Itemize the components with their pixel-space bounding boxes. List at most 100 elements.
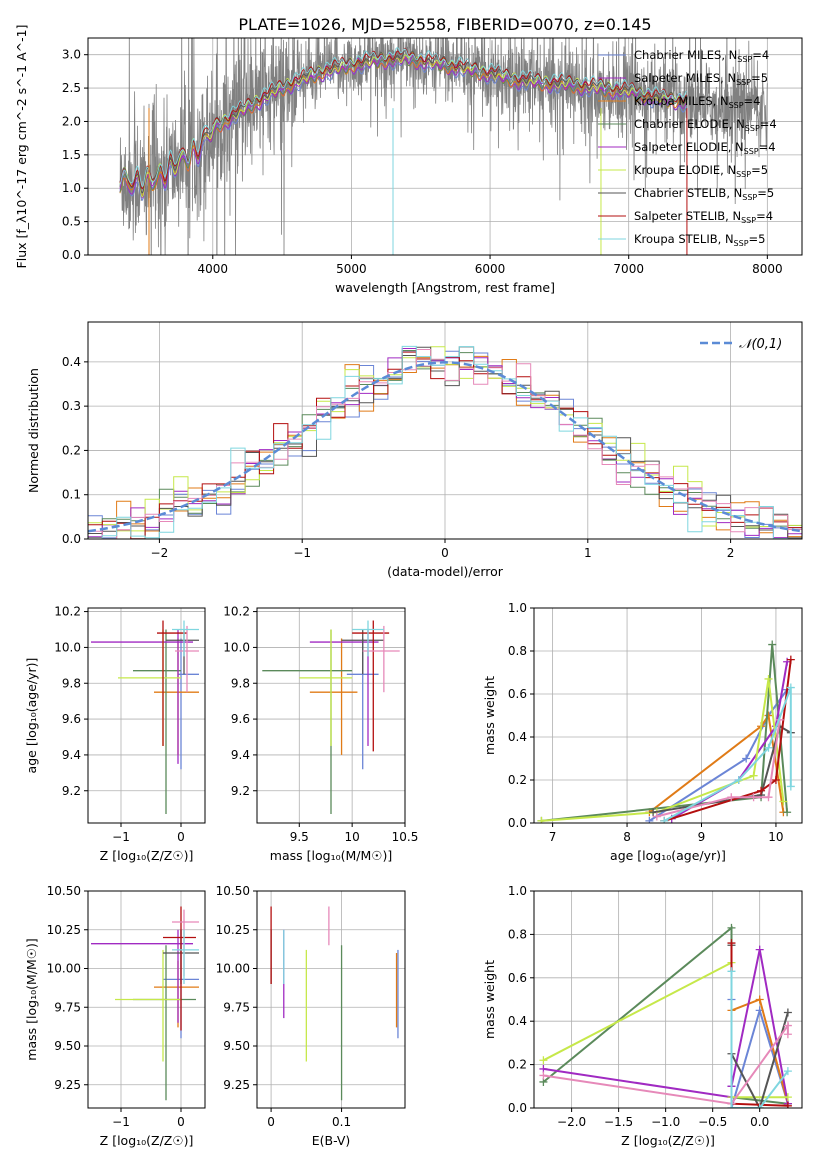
series-marker xyxy=(742,754,751,763)
series-marker xyxy=(764,711,773,720)
series-marker xyxy=(783,1101,792,1108)
plot-area xyxy=(91,620,199,815)
y-tick-label: 10.00 xyxy=(216,962,250,976)
y-tick-label: 0.3 xyxy=(62,399,81,413)
grid xyxy=(257,890,405,1108)
x-tick-label: −1.5 xyxy=(604,1115,633,1129)
series-marker xyxy=(771,776,780,784)
histogram-8 xyxy=(88,349,802,539)
y-tick-label: 9.2 xyxy=(231,784,250,798)
y-tick-label: 10.2 xyxy=(54,605,81,619)
y-tick-label: 9.25 xyxy=(54,1078,81,1092)
series-marker xyxy=(755,995,764,1004)
series-line-2 xyxy=(648,712,785,814)
errorbar-5 xyxy=(115,949,181,1062)
y-tick-label: 0.0 xyxy=(62,532,81,546)
y-tick-label: 9.4 xyxy=(62,748,81,762)
errorbar-1 xyxy=(178,638,199,770)
series-marker xyxy=(539,1056,548,1065)
series-marker xyxy=(652,812,661,821)
y-tick-label: 9.50 xyxy=(223,1039,250,1053)
y-tick-label: 1.0 xyxy=(62,181,81,195)
y-tick-label: 10.0 xyxy=(54,640,81,654)
x-tick-label: 1 xyxy=(584,546,592,560)
x-tick-label: 8 xyxy=(623,830,631,844)
series-marker xyxy=(768,640,777,649)
y-tick-label: 0.1 xyxy=(62,488,81,502)
y-tick-label: 9.25 xyxy=(223,1078,250,1092)
legend-label: Salpeter STELIB, NSSP=4 xyxy=(634,209,773,225)
y-tick-label: 9.50 xyxy=(54,1039,81,1053)
y-tick-label: 0.6 xyxy=(508,687,527,701)
errorbar-8 xyxy=(175,625,199,693)
x-tick-label: −2 xyxy=(151,546,169,560)
errorbar-9 xyxy=(352,620,384,657)
series-marker xyxy=(727,793,736,802)
x-tick-label: 0.0 xyxy=(750,1115,769,1129)
x-tick-label: −0.5 xyxy=(698,1115,727,1129)
y-tick-label: 3.0 xyxy=(62,48,81,62)
y-tick-label: 1.5 xyxy=(62,148,81,162)
series-line-8 xyxy=(543,1022,789,1105)
y-axis-label: Flux [f_λ10^-17 erg cm^-2 s^-1 A^-1] xyxy=(14,25,29,269)
plot-spectrum: 4000 5000 6000 7000 8000 0.0 0.5 1.0 1.5 2.0 2.5 3.… xyxy=(14,25,803,295)
series-marker xyxy=(757,786,766,795)
plot-residuals: −2 −1 0 1 2 0.0 0.1 0.2 0.3 0.4 (data-model)/error… xyxy=(26,321,803,579)
spectrum-data-line xyxy=(119,38,768,255)
ticks xyxy=(253,890,343,1112)
x-tick-label: 10 xyxy=(345,830,360,844)
y-tick-label: 9.6 xyxy=(231,712,250,726)
plot-area xyxy=(88,345,802,539)
errorbar-6 xyxy=(341,629,384,675)
legend-label: Salpeter MILES, NSSP=5 xyxy=(634,71,768,87)
y-axis-label: Normed distribution xyxy=(26,368,41,493)
series-marker xyxy=(645,816,654,823)
x-tick-label: 6000 xyxy=(475,262,506,276)
x-axis-label: mass [log₁₀(M/M☉)] xyxy=(270,848,392,863)
model-line-6 xyxy=(119,51,687,198)
x-tick-label: 9 xyxy=(698,830,706,844)
ticks xyxy=(530,890,761,1112)
plot-area xyxy=(270,906,399,1101)
y-tick-label: 0.4 xyxy=(508,730,527,744)
axes-frame xyxy=(256,607,406,824)
y-axis-label: mass weight xyxy=(482,676,497,755)
errorbar-9 xyxy=(172,929,199,984)
y-axis-label: mass weight xyxy=(482,960,497,1039)
series-marker xyxy=(764,674,773,683)
y-axis-label: age [log₁₀(age/yr)] xyxy=(24,658,39,774)
errorbar-2 xyxy=(154,960,199,1028)
y-tick-label: 2.5 xyxy=(62,81,81,95)
series-marker xyxy=(786,782,795,791)
model-line-9 xyxy=(119,47,687,188)
series-marker xyxy=(539,1071,548,1080)
errorbar-9 xyxy=(172,620,199,657)
axes-frame xyxy=(533,890,803,1109)
series-marker xyxy=(783,1021,792,1030)
y-tick-label: 9.8 xyxy=(231,676,250,690)
x-tick-label: 8000 xyxy=(752,262,783,276)
x-tick-label: −1.0 xyxy=(651,1115,680,1129)
series-marker xyxy=(764,793,773,802)
legend-label: Salpeter ELODIE, NSSP=4 xyxy=(634,140,776,156)
y-tick-label: 0.0 xyxy=(62,248,81,262)
errorbar-8 xyxy=(172,909,199,977)
y-tick-label: 0.0 xyxy=(508,816,527,830)
histogram-9 xyxy=(88,345,802,539)
x-axis-label: Z [log₁₀(Z/Z☉)] xyxy=(100,848,194,863)
y-tick-label: 1.0 xyxy=(508,884,527,898)
y-axis-label: mass [log₁₀(M/M☉)] xyxy=(24,938,39,1060)
x-tick-label: 10.5 xyxy=(392,830,419,844)
x-tick-label: 0 xyxy=(267,1115,275,1129)
plot-area xyxy=(262,620,400,815)
errorbar-2 xyxy=(309,638,358,755)
errorbar-5 xyxy=(299,629,353,746)
ticks xyxy=(84,361,732,543)
grid xyxy=(88,608,205,823)
x-axis-label: E(B-V) xyxy=(312,1133,351,1148)
y-tick-label: 0.6 xyxy=(508,971,527,985)
series-marker xyxy=(649,808,658,817)
y-tick-label: 0.8 xyxy=(508,644,527,658)
legend-label: Chabrier MILES, NSSP=4 xyxy=(634,48,769,64)
figure-title: PLATE=1026, MJD=52558, FIBERID=0070, z=0… xyxy=(238,15,651,34)
